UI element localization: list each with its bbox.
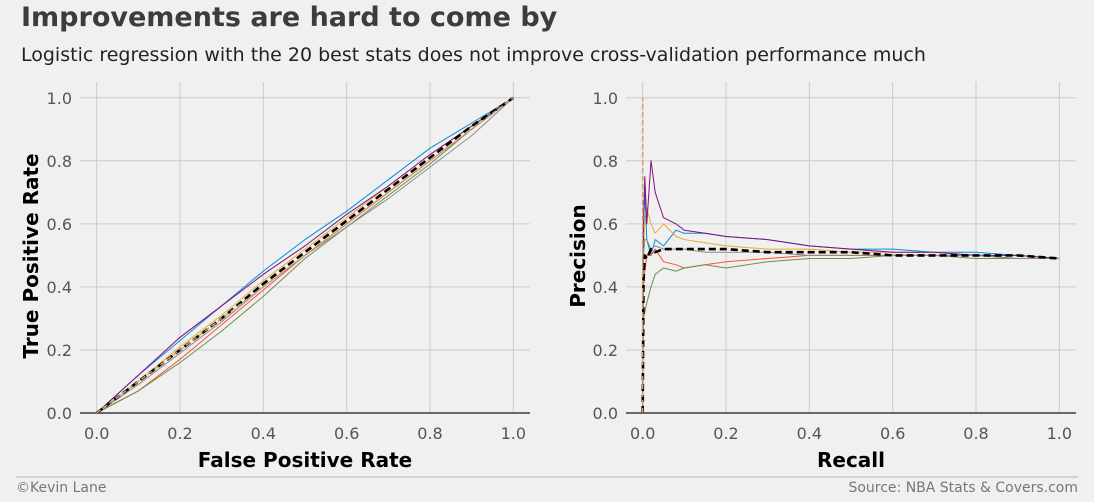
fold-curve-4 bbox=[642, 254, 1060, 414]
y-tick-label: 0.2 bbox=[47, 341, 72, 360]
chart-title: Improvements are hard to come by bbox=[21, 2, 558, 33]
fold-curve-3 bbox=[642, 207, 1060, 414]
x-tick-label: 0.2 bbox=[713, 424, 738, 443]
y-tick-label: 0.4 bbox=[47, 278, 72, 297]
fold-curve-6 bbox=[96, 97, 514, 414]
y-tick-label: 0.6 bbox=[47, 215, 72, 234]
footer-source: Source: NBA Stats & Covers.com bbox=[848, 480, 1078, 496]
chance-line bbox=[96, 97, 514, 414]
x-tick-label: 0.8 bbox=[417, 424, 442, 443]
x-tick-label: 1.0 bbox=[1047, 424, 1072, 443]
fold-curve-2 bbox=[642, 248, 1060, 414]
y-tick-label: 0.0 bbox=[593, 404, 618, 423]
x-tick-label: 0.4 bbox=[797, 424, 822, 443]
y-tick-label: 0.0 bbox=[47, 404, 72, 423]
fold-curve-5 bbox=[96, 97, 514, 414]
y-tick-label: 0.8 bbox=[47, 152, 72, 171]
x-tick-label: 0.0 bbox=[630, 424, 655, 443]
x-tick-label: 0.6 bbox=[334, 424, 359, 443]
x-tick-label: 0.0 bbox=[84, 424, 109, 443]
y-axis-label: True Positive Rate bbox=[19, 153, 43, 358]
y-tick-label: 0.4 bbox=[593, 278, 618, 297]
fold-curve-5 bbox=[642, 160, 1060, 414]
x-axis-label: Recall bbox=[817, 448, 885, 472]
fold-curve-1 bbox=[96, 97, 514, 414]
y-tick-label: 1.0 bbox=[47, 89, 72, 108]
x-tick-label: 0.6 bbox=[880, 424, 905, 443]
chart-subtitle: Logistic regression with the 20 best sta… bbox=[21, 44, 926, 66]
footer-credit: ©Kevin Lane bbox=[16, 480, 107, 496]
fold-curve-1 bbox=[642, 191, 1060, 414]
y-tick-label: 0.2 bbox=[593, 341, 618, 360]
x-tick-label: 0.2 bbox=[167, 424, 192, 443]
x-axis-label: False Positive Rate bbox=[198, 448, 412, 472]
y-tick-label: 0.8 bbox=[593, 152, 618, 171]
y-tick-label: 1.0 bbox=[593, 89, 618, 108]
y-tick-label: 0.6 bbox=[593, 215, 618, 234]
x-tick-label: 0.8 bbox=[963, 424, 988, 443]
y-axis-label: Precision bbox=[566, 204, 590, 308]
mean-curve bbox=[641, 247, 1060, 414]
x-tick-label: 1.0 bbox=[501, 424, 526, 443]
fold-curve-4 bbox=[96, 97, 514, 414]
x-tick-label: 0.4 bbox=[251, 424, 276, 443]
fold-curve-6 bbox=[642, 239, 1060, 414]
